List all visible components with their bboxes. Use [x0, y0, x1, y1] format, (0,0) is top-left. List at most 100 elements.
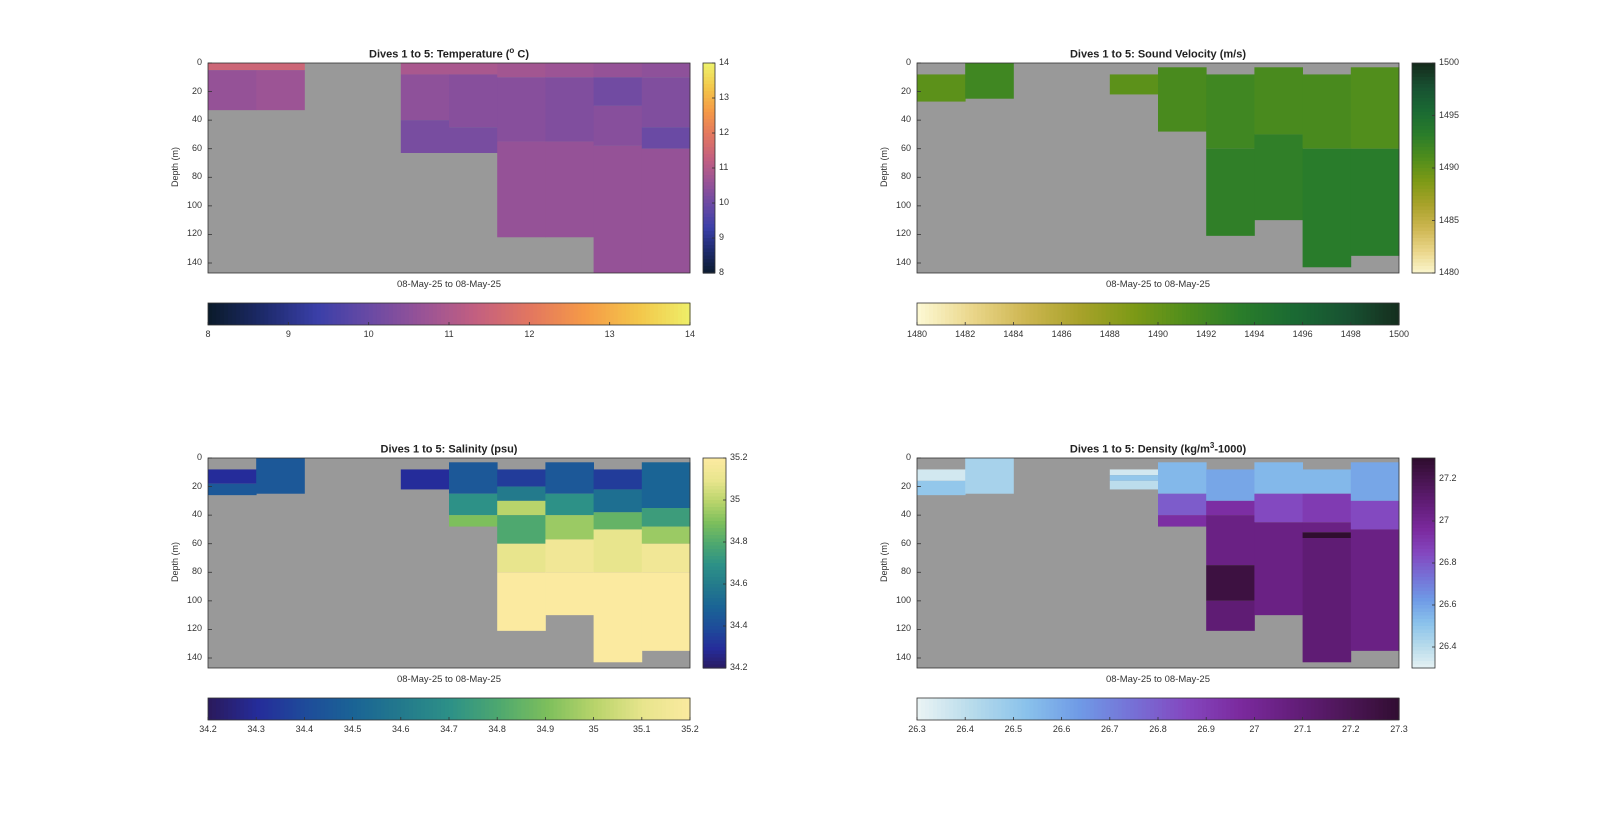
heatmap-cell-salinity [449, 462, 498, 494]
heatmap-cell-density [917, 480, 966, 496]
hbar-swatch [513, 303, 518, 325]
hbar-swatch [1073, 303, 1079, 325]
hbar-swatch [617, 303, 623, 325]
hbar-swatch [1033, 303, 1039, 325]
hbar-swatch [1266, 698, 1272, 720]
hbar-swatch [236, 303, 241, 325]
hbar-swatch [473, 303, 478, 325]
hbar-swatch [1318, 303, 1324, 325]
hbar-swatch [1190, 303, 1195, 325]
colorbar-swatch [1412, 136, 1435, 141]
colorbar-swatch [703, 147, 715, 152]
colorbar-swatch [703, 168, 715, 173]
colorbar-swatch [703, 650, 726, 655]
ylabel: Depth (m) [879, 542, 889, 583]
hbar-swatch [941, 303, 946, 325]
colorbar-tick-label: 8 [719, 267, 725, 277]
hbar-swatch [1121, 698, 1127, 720]
colorbar-swatch [703, 507, 726, 512]
hbar-swatch [673, 303, 679, 325]
heatmap-cell-temperature [400, 120, 450, 153]
hbar-swatch [589, 698, 595, 720]
hbar-swatch [228, 303, 233, 325]
hbar-swatch [517, 698, 522, 720]
hbar-swatch [481, 303, 486, 325]
hbar-swatch [1314, 698, 1320, 720]
hbar-swatch [276, 303, 281, 325]
hbar-swatch [1234, 698, 1239, 720]
colorbar-swatch [1412, 269, 1435, 274]
colorbar-swatch [1412, 245, 1435, 250]
hbar-swatch [252, 698, 257, 720]
hbar-swatch [569, 698, 575, 720]
hbar-swatch [1085, 303, 1091, 325]
colorbar-swatch [703, 468, 726, 473]
hbar-swatch [1246, 303, 1251, 325]
colorbar-swatch [703, 182, 715, 187]
hbar-swatch [344, 698, 350, 720]
xlabel: 08-May-25 to 08-May-25 [396, 674, 502, 685]
ytick-label: 80 [191, 171, 202, 182]
colorbar-swatch [1412, 507, 1435, 512]
axes-frame [916, 62, 1400, 274]
colorbar-swatch [703, 150, 715, 155]
heatmap-cell-salinity [497, 500, 546, 516]
colorbar-swatch [703, 108, 715, 113]
hbar-swatch [392, 698, 398, 720]
heatmap-cell-salinity [449, 515, 498, 527]
colorbar-swatch [1412, 227, 1435, 232]
hbar-swatch [493, 303, 498, 325]
heatmap-cell-density [1350, 462, 1400, 501]
heatmap-cell-temperature [256, 63, 305, 71]
colorbar-tick-label: 35.2 [730, 452, 748, 462]
hbar-swatch [1109, 303, 1115, 325]
colorbar-swatch [703, 105, 715, 110]
hbar-swatch [1226, 303, 1231, 325]
ytick-label: 140 [895, 257, 911, 267]
hbar-swatch [473, 698, 478, 720]
hbar-swatch [1158, 303, 1163, 325]
hbar-swatch [461, 698, 466, 720]
hbar-tick-label: 35 [588, 724, 599, 734]
ytick-label: 60 [191, 142, 202, 153]
heatmap-cell-sound-velocity [917, 74, 966, 102]
colorbar-tick-label: 35 [730, 494, 741, 504]
heatmap-cell-temperature [256, 70, 305, 111]
colorbar-swatch [1412, 203, 1435, 208]
colorbar-swatch [703, 528, 726, 533]
hbar-swatch [617, 698, 623, 720]
heatmap-cell-salinity [256, 458, 305, 494]
hbar-swatch [1242, 303, 1247, 325]
hbar-swatch [549, 698, 555, 720]
hbar-swatch [953, 303, 958, 325]
colorbar-swatch [703, 84, 715, 89]
hbar-swatch [300, 698, 305, 720]
colorbar-swatch [1412, 566, 1435, 571]
colorbar-swatch [1412, 608, 1435, 613]
hbar-swatch [645, 698, 651, 720]
hbar-swatch [404, 698, 410, 720]
hbar-swatch [420, 303, 426, 325]
colorbar-swatch [703, 549, 726, 554]
hbar-swatch [601, 303, 607, 325]
hbar-swatch [1194, 698, 1199, 720]
hbar-swatch [416, 698, 422, 720]
hbar-swatch [1318, 698, 1324, 720]
hbar-tick-label: 8 [205, 329, 211, 339]
hbar-swatch [1065, 698, 1071, 720]
colorbar-swatch [1412, 521, 1435, 526]
hbar-swatch [1194, 303, 1199, 325]
colorbar-swatch [1412, 612, 1435, 617]
colorbar-swatch [1412, 591, 1435, 596]
colorbar-swatch [703, 161, 715, 166]
hbar-swatch [685, 303, 691, 325]
ylabel: Depth (m) [170, 147, 180, 188]
hbar-swatch [436, 303, 442, 325]
hbar-swatch [1282, 303, 1288, 325]
heatmap-cell-salinity [545, 539, 594, 573]
colorbar-swatch [1412, 482, 1435, 487]
hbar-swatch [1238, 303, 1243, 325]
hbar-swatch [629, 303, 635, 325]
hbar-swatch [428, 303, 434, 325]
colorbar-swatch [703, 542, 726, 547]
